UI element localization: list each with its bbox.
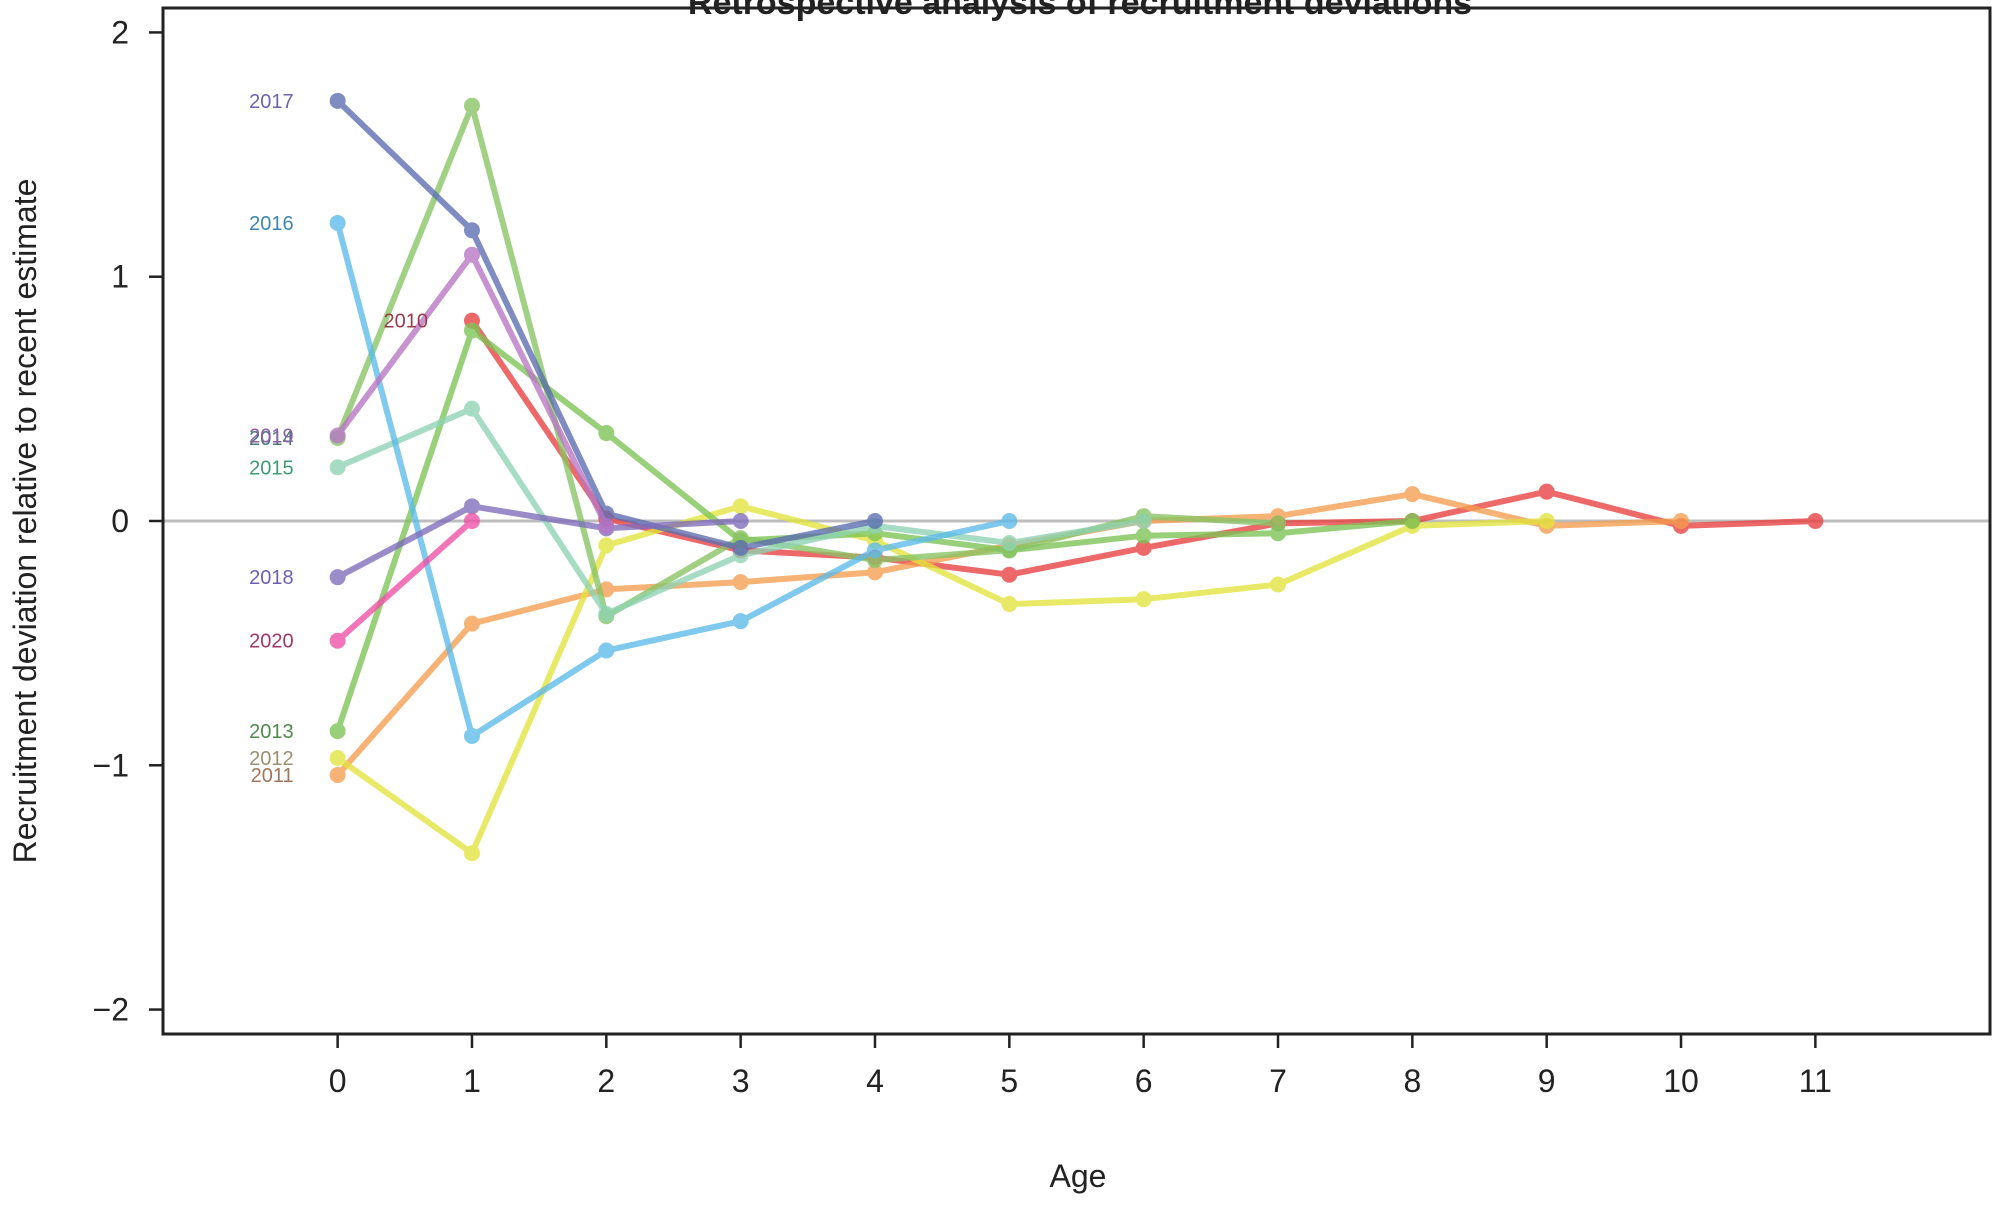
y-tick-label: 1 — [111, 259, 129, 295]
x-tick-label: 9 — [1538, 1063, 1556, 1099]
x-tick-label: 1 — [463, 1063, 481, 1099]
x-tick-label: 4 — [866, 1063, 884, 1099]
data-point-2010 — [1807, 513, 1824, 529]
data-point-2011 — [1673, 513, 1690, 529]
data-point-2016 — [732, 613, 749, 630]
y-axis-label: Recruitment deviation relative to recent… — [7, 179, 43, 864]
series-2017 — [329, 92, 883, 556]
data-point-2013 — [1404, 513, 1421, 529]
data-point-2020 — [329, 632, 346, 649]
year-label-2010: 2010 — [383, 311, 428, 333]
x-tick-label: 2 — [597, 1063, 615, 1099]
data-point-2016 — [1001, 513, 1018, 529]
x-tick-label: 6 — [1135, 1063, 1153, 1099]
year-label-2018: 2018 — [249, 567, 294, 589]
data-point-2011 — [732, 574, 749, 591]
year-label-2013: 2013 — [249, 721, 294, 743]
x-tick-label: 0 — [329, 1063, 347, 1099]
data-point-2013 — [329, 723, 346, 740]
x-tick-label: 10 — [1663, 1063, 1699, 1099]
year-label-2016: 2016 — [249, 213, 294, 235]
data-point-2012 — [1135, 591, 1152, 608]
data-point-2020 — [463, 513, 480, 529]
year-label-2012: 2012 — [249, 748, 294, 770]
year-label-2019: 2019 — [249, 426, 294, 448]
y-tick-label: −1 — [93, 747, 129, 783]
data-point-2014 — [463, 97, 480, 114]
x-tick-label: 5 — [1000, 1063, 1018, 1099]
data-point-2013 — [598, 425, 615, 442]
data-point-2012 — [598, 537, 615, 554]
series-line-2020 — [334, 518, 475, 644]
data-point-2016 — [329, 214, 346, 231]
data-point-2018 — [732, 513, 749, 529]
data-point-2017 — [329, 92, 346, 109]
series-2020 — [329, 513, 480, 649]
data-point-2019 — [329, 427, 346, 444]
series-line-2019 — [334, 251, 610, 529]
series-2019 — [329, 246, 615, 534]
data-point-2013 — [463, 322, 480, 339]
data-point-2015 — [329, 459, 346, 476]
chart-title: Retrospective analysis of recruitment de… — [688, 0, 1472, 22]
data-point-2011 — [866, 564, 883, 581]
year-label-2017: 2017 — [249, 91, 294, 113]
data-point-2016 — [598, 642, 615, 659]
data-point-2013 — [1135, 527, 1152, 544]
year-label-2020: 2020 — [249, 631, 294, 653]
x-tick-label: 11 — [1799, 1063, 1832, 1099]
series-2011 — [329, 486, 1690, 784]
year-label-2011: 2011 — [251, 765, 294, 787]
data-point-2011 — [329, 767, 346, 784]
data-point-2011 — [1404, 486, 1421, 503]
data-point-2015 — [1135, 513, 1152, 529]
data-point-2019 — [463, 246, 480, 263]
year-label-2014: 2014 — [249, 428, 294, 450]
data-point-2015 — [1001, 534, 1018, 551]
series-line-2016 — [334, 220, 1013, 739]
y-tick-label: 0 — [111, 503, 129, 539]
data-point-2012 — [463, 845, 480, 862]
data-point-2016 — [866, 542, 883, 559]
x-tick-label: 3 — [732, 1063, 750, 1099]
data-point-2019 — [598, 517, 615, 534]
data-point-2010 — [1135, 539, 1152, 556]
series-line-2018 — [334, 503, 744, 581]
data-point-2012 — [1538, 513, 1555, 529]
y-tick-label: −2 — [93, 992, 129, 1028]
y-tick-label: 2 — [111, 14, 129, 50]
data-point-2012 — [1001, 596, 1018, 613]
data-point-2017 — [866, 513, 883, 529]
data-point-2018 — [329, 569, 346, 586]
data-point-2015 — [463, 400, 480, 417]
data-point-2017 — [732, 539, 749, 556]
year-label-2015: 2015 — [249, 457, 294, 479]
plot-frame — [161, 6, 1992, 1036]
data-point-2010 — [1538, 483, 1555, 500]
x-tick-label: 7 — [1269, 1063, 1287, 1099]
x-axis-label: Age — [1050, 1158, 1107, 1194]
data-point-2010 — [1001, 566, 1018, 583]
data-point-2018 — [463, 498, 480, 515]
data-point-2012 — [329, 749, 346, 766]
data-point-2011 — [463, 615, 480, 632]
series-2016 — [329, 214, 1018, 744]
x-tick-label: 8 — [1403, 1063, 1421, 1099]
data-point-2017 — [463, 222, 480, 239]
data-point-2012 — [732, 498, 749, 515]
data-point-2015 — [598, 605, 615, 622]
data-point-2012 — [1270, 576, 1287, 593]
series-line-2012 — [334, 503, 1550, 857]
data-point-2014 — [1270, 515, 1287, 532]
data-point-2016 — [463, 727, 480, 744]
